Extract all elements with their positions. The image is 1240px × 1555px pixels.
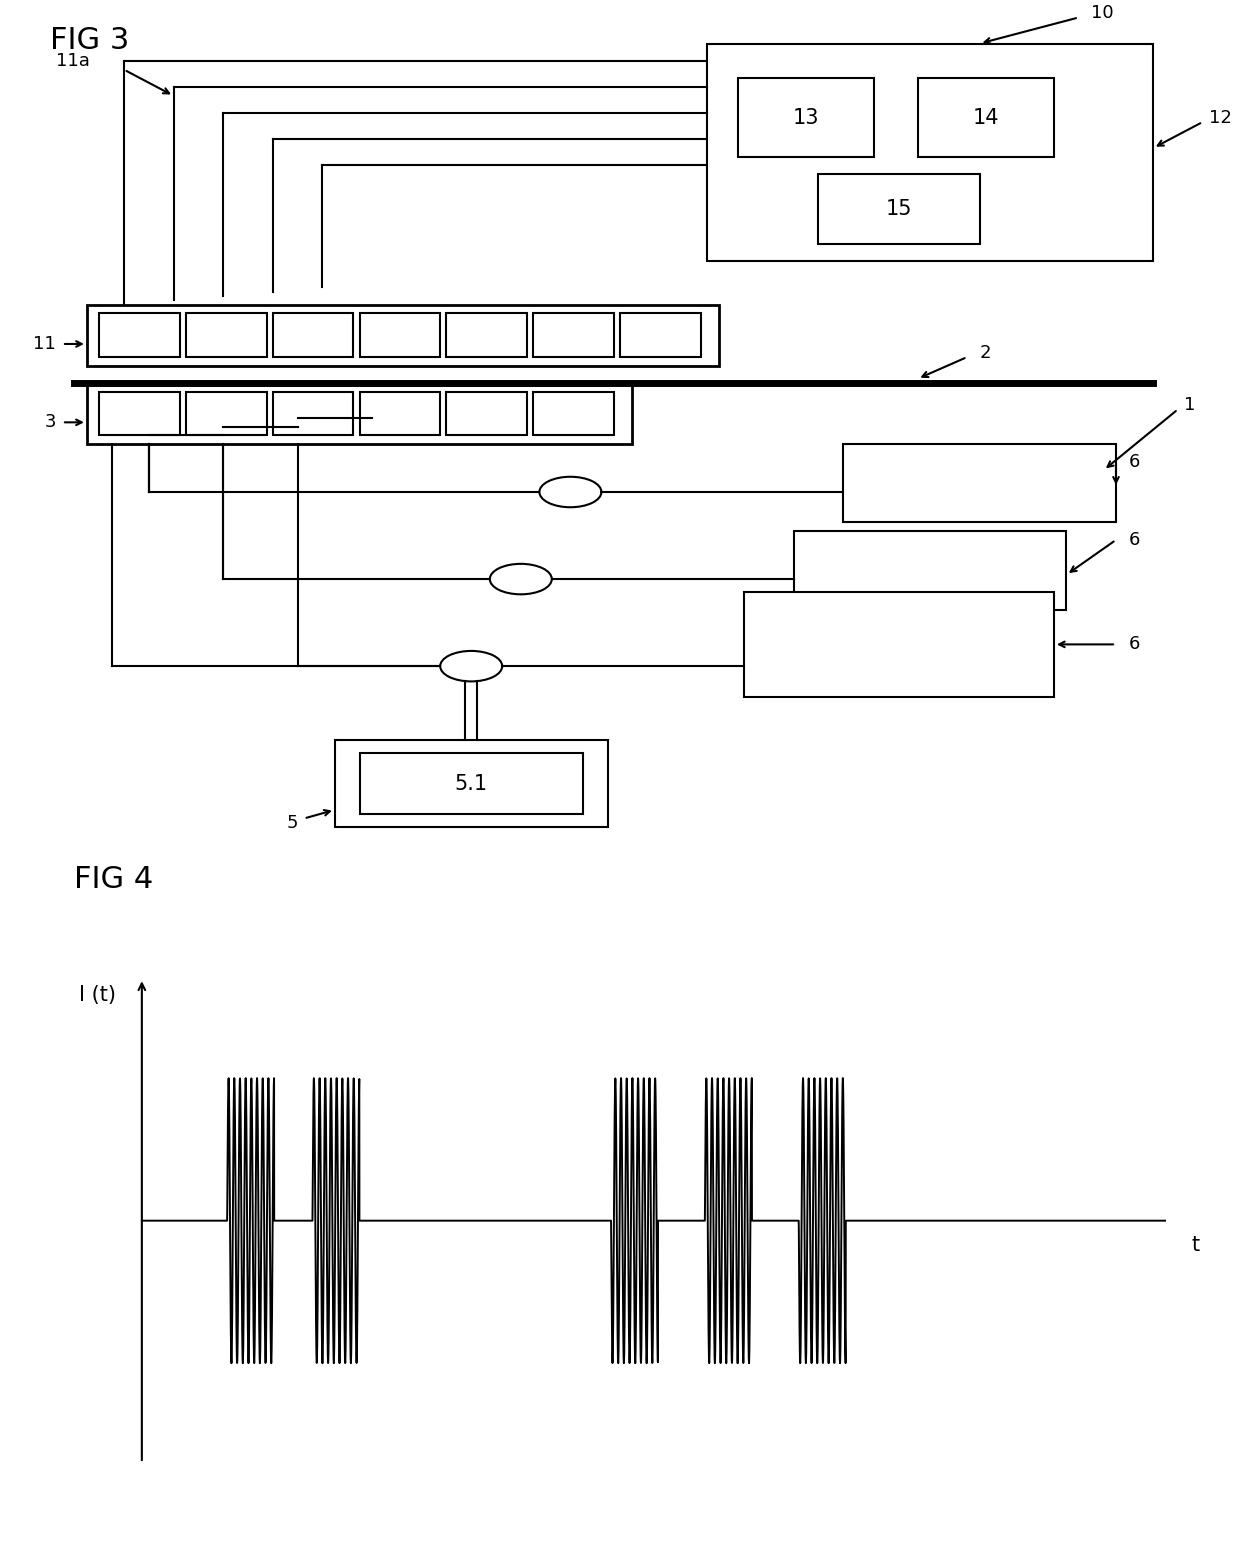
Text: 3: 3: [45, 414, 56, 431]
Bar: [843, 445, 1116, 522]
Text: 1: 1: [1184, 397, 1195, 414]
Bar: [335, 740, 608, 827]
Text: 5: 5: [286, 813, 298, 832]
Text: 12: 12: [1209, 109, 1231, 126]
Bar: [273, 392, 353, 435]
Bar: [273, 314, 353, 358]
Bar: [738, 78, 874, 157]
Text: FIG 4: FIG 4: [74, 865, 154, 894]
Ellipse shape: [490, 564, 552, 594]
Bar: [360, 392, 440, 435]
Bar: [360, 314, 440, 358]
Text: 13: 13: [792, 107, 820, 128]
Bar: [87, 383, 632, 445]
Bar: [99, 314, 180, 358]
Bar: [186, 392, 267, 435]
Bar: [533, 314, 614, 358]
Bar: [744, 592, 1054, 697]
Bar: [360, 753, 583, 815]
Text: t: t: [1192, 1235, 1199, 1255]
Bar: [186, 314, 267, 358]
Text: FIG 3: FIG 3: [50, 26, 129, 54]
Text: 11a: 11a: [56, 51, 89, 70]
Text: 6: 6: [1128, 530, 1140, 549]
Ellipse shape: [440, 652, 502, 681]
Bar: [87, 305, 719, 365]
Text: 10: 10: [1091, 5, 1114, 22]
Bar: [99, 392, 180, 435]
Bar: [620, 314, 701, 358]
Bar: [446, 314, 527, 358]
Bar: [818, 174, 980, 244]
Text: 6: 6: [1128, 453, 1140, 471]
Ellipse shape: [539, 477, 601, 507]
Bar: [707, 44, 1153, 261]
Text: 2: 2: [980, 344, 991, 362]
Bar: [918, 78, 1054, 157]
Text: 11: 11: [33, 334, 56, 353]
Bar: [446, 392, 527, 435]
Text: 5.1: 5.1: [455, 774, 487, 793]
Text: I (t): I (t): [79, 986, 117, 1006]
Bar: [533, 392, 614, 435]
Text: 6: 6: [1128, 636, 1140, 653]
Bar: [794, 532, 1066, 610]
Text: 15: 15: [885, 199, 913, 219]
Text: 14: 14: [972, 107, 999, 128]
